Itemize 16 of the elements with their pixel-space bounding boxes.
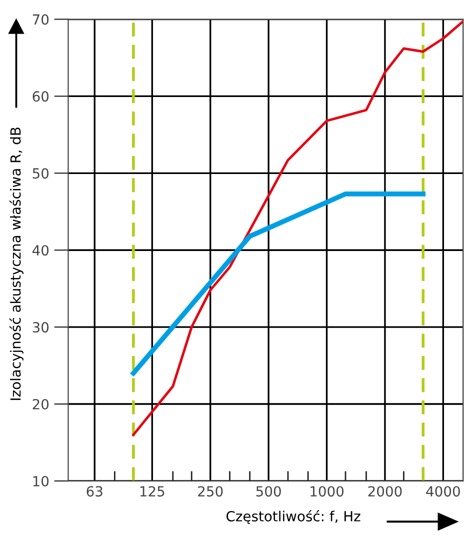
y-axis-title: Izolacyjność akustyczna właściwa R, dB	[9, 128, 24, 400]
y-tick-label: 30	[32, 322, 49, 333]
x-tick-label: 500	[256, 486, 281, 497]
x-tick-label: 1000	[310, 486, 344, 497]
x-tick-label: 4000	[426, 486, 460, 497]
y-tick-label: 50	[32, 168, 49, 179]
y-tick-label: 70	[32, 14, 49, 25]
x-tick-label: 250	[198, 486, 223, 497]
y-tick-label: 60	[32, 91, 49, 102]
y-tick-label: 10	[33, 476, 49, 486]
x-tick-label: 2000	[368, 486, 402, 497]
y-tick-label: 40	[32, 245, 49, 256]
x-tick-label: 63	[86, 486, 102, 497]
x-tick-label: 125	[140, 486, 164, 497]
x-axis-title: Częstotliwość: f, Hz	[226, 510, 360, 524]
y-tick-label: 20	[32, 398, 49, 410]
